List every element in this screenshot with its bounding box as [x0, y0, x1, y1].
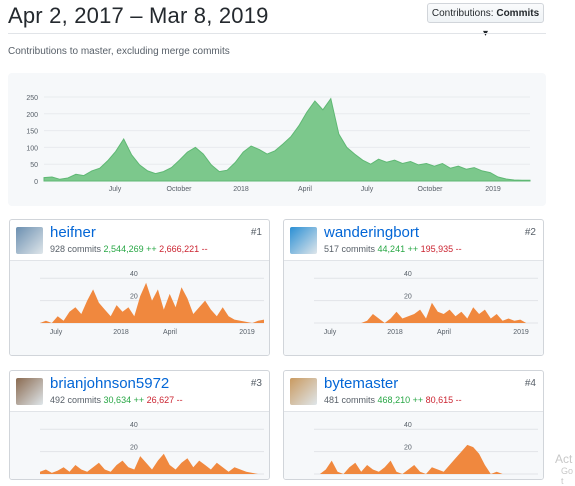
contributor-card-header: wanderingbort 517 commits 44,241 ++ 195,…	[284, 220, 543, 261]
contributor-name-link[interactable]: brianjohnson5972	[50, 375, 170, 392]
additions-count: 30,634 ++	[103, 395, 145, 405]
contributor-name-link[interactable]: bytemaster	[324, 375, 399, 392]
contribution-area	[43, 97, 531, 182]
rank-badge: #3	[250, 378, 262, 389]
y-tick-label: 40	[130, 422, 138, 429]
x-tick-label: October	[167, 186, 193, 193]
activate-windows-watermark-sub: Go t	[561, 466, 574, 486]
additions-count: 2,544,269 ++	[103, 244, 157, 254]
y-tick-label: 0	[34, 179, 38, 186]
avatar[interactable]	[16, 378, 43, 405]
contributor-card: heifner 928 commits 2,544,269 ++ 2,666,2…	[9, 219, 270, 356]
y-tick-label: 20	[130, 294, 138, 301]
contributor-chart[interactable]: 40 20 July 2018 April 2019	[10, 261, 270, 356]
additions-count: 44,241 ++	[377, 244, 419, 254]
rank-badge: #2	[524, 227, 536, 238]
x-tick-label: 2019	[513, 329, 529, 336]
y-tick-label: 150	[26, 129, 38, 136]
x-tick-label: April	[298, 186, 312, 193]
y-tick-label: 40	[130, 271, 138, 278]
main-chart-svg: 250 200 150 100 50 0 July October 2018 April July O…	[26, 95, 531, 193]
contributor-chart[interactable]: 40 20	[284, 412, 544, 480]
contributor-stats: 928 commits 2,544,269 ++ 2,666,221 --	[50, 244, 208, 254]
x-tick-label: July	[50, 329, 63, 336]
date-range-title: Apr 2, 2017 – Mar 8, 2019	[8, 3, 269, 28]
contributor-name-link[interactable]: wanderingbort	[324, 224, 420, 241]
contributions-value: Commits	[496, 8, 540, 19]
contributor-card-header: brianjohnson5972 492 commits 30,634 ++ 2…	[10, 371, 269, 412]
divider	[8, 33, 546, 34]
y-tick-label: 250	[26, 95, 38, 102]
chart-background	[284, 261, 543, 355]
contributor-chart[interactable]: 40 20	[10, 412, 270, 480]
contributor-stats: 481 commits 468,210 ++ 80,615 --	[324, 395, 462, 405]
contribution-area	[314, 444, 538, 474]
y-tick-label: 40	[404, 422, 412, 429]
x-tick-label: April	[163, 329, 177, 336]
commit-count: 481 commits	[324, 395, 376, 405]
y-tick-label: 100	[26, 145, 38, 152]
additions-count: 468,210 ++	[377, 395, 424, 405]
y-tick-label: 20	[130, 445, 138, 452]
chart-subtitle: Contributions to master, excluding merge…	[8, 46, 230, 57]
contributions-dropdown-button[interactable]: Contributions: Commits ▾	[427, 3, 544, 39]
commit-count: 492 commits	[50, 395, 102, 405]
x-tick-label: July	[109, 186, 122, 193]
contributor-card-header: heifner 928 commits 2,544,269 ++ 2,666,2…	[10, 220, 269, 261]
y-tick-label: 20	[404, 445, 412, 452]
y-tick-label: 40	[404, 271, 412, 278]
deletions-count: 26,627 --	[146, 395, 183, 405]
y-tick-label: 20	[404, 294, 412, 301]
x-tick-label: July	[361, 186, 374, 193]
contribution-area	[40, 282, 264, 323]
deletions-count: 195,935 --	[420, 244, 462, 254]
main-contribution-chart[interactable]: 250 200 150 100 50 0 July October 2018 April July O…	[8, 73, 546, 206]
commit-count: 928 commits	[50, 244, 102, 254]
deletions-count: 2,666,221 --	[159, 244, 208, 254]
x-tick-label: 2018	[233, 186, 249, 193]
deletions-count: 80,615 --	[425, 395, 462, 405]
avatar[interactable]	[290, 227, 317, 254]
contributor-stats: 517 commits 44,241 ++ 195,935 --	[324, 244, 462, 254]
contributor-card: wanderingbort 517 commits 44,241 ++ 195,…	[283, 219, 544, 356]
x-tick-label: 2018	[113, 329, 129, 336]
contributor-name-link[interactable]: heifner	[50, 224, 96, 241]
contributor-card: brianjohnson5972 492 commits 30,634 ++ 2…	[9, 370, 270, 480]
y-tick-label: 50	[30, 162, 38, 169]
contributor-card: bytemaster 481 commits 468,210 ++ 80,615…	[283, 370, 544, 480]
x-tick-label: 2018	[387, 329, 403, 336]
contributor-card-header: bytemaster 481 commits 468,210 ++ 80,615…	[284, 371, 543, 412]
rank-badge: #1	[250, 227, 262, 238]
y-tick-label: 200	[26, 112, 38, 119]
avatar[interactable]	[16, 227, 43, 254]
contribution-area	[40, 453, 264, 474]
activate-windows-watermark: Act	[555, 452, 573, 466]
contributions-label: Contributions:	[431, 8, 494, 19]
x-tick-label: October	[418, 186, 444, 193]
contributor-stats: 492 commits 30,634 ++ 26,627 --	[50, 395, 183, 405]
contribution-area	[314, 302, 538, 323]
commit-count: 517 commits	[324, 244, 376, 254]
x-tick-label: 2019	[485, 186, 501, 193]
contributor-chart[interactable]: 40 20 July 2018 April 2019	[284, 261, 544, 356]
x-tick-label: 2019	[239, 329, 255, 336]
rank-badge: #4	[524, 378, 536, 389]
avatar[interactable]	[290, 378, 317, 405]
x-tick-label: April	[437, 329, 451, 336]
x-tick-label: July	[324, 329, 337, 336]
